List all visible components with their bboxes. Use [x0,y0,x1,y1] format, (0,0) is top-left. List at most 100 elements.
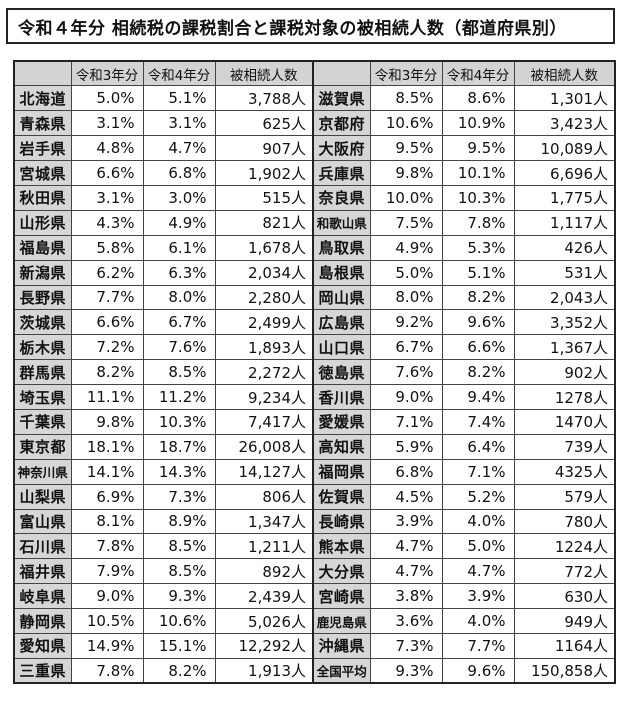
decedent-count-cell: 426人 [513,234,616,261]
prefecture-cell: 愛媛県 [312,408,371,435]
table-row: 茨城県 6.6% 6.7% 2,499人 広島県 9.2% 9.6% 3,352人 [13,309,616,336]
tax-rate-cell: 4.7% [441,558,515,585]
tax-rate-cell: 15.1% [142,632,216,659]
tax-rate-cell: 9.8% [70,408,144,435]
tax-rate-cell: 5.3% [441,234,515,261]
tax-rate-cell: 7.2% [70,334,144,361]
table-row: 三重県 7.8% 8.2% 1,913人 全国平均 9.3% 9.6% 150,858人 [13,657,616,684]
prefecture-cell: 熊本県 [312,533,371,560]
decedent-count-cell: 4325人 [513,458,616,485]
tax-rate-cell: 9.6% [441,309,515,336]
tax-rate-cell: 8.5% [142,558,216,585]
prefecture-cell: 千葉県 [13,408,72,435]
tax-rate-cell: 9.0% [369,384,443,410]
prefecture-cell: 東京都 [13,433,72,460]
tax-rate-cell: 11.1% [70,384,144,410]
prefecture-cell: 新潟県 [13,259,72,286]
decedent-count-cell: 2,439人 [214,583,314,610]
header-cell: 被相続人数 [214,60,314,87]
table-row: 秋田県 3.1% 3.0% 515人 奈良県 10.0% 10.3% 1,775人 [13,184,616,211]
tax-rate-cell: 8.5% [369,85,443,112]
decedent-count-cell: 625人 [214,110,314,137]
tax-rate-cell: 8.6% [441,85,515,112]
prefecture-cell: 奈良県 [312,184,371,211]
decedent-count-cell: 739人 [513,433,616,460]
tax-rate-cell: 6.6% [441,334,515,361]
decedent-count-cell: 12,292人 [214,632,314,659]
decedent-count-cell: 6,696人 [513,160,616,186]
tax-rate-cell: 4.3% [70,209,144,236]
decedent-count-cell: 531人 [513,259,616,286]
prefecture-cell: 茨城県 [13,309,72,336]
prefecture-cell: 山梨県 [13,483,72,510]
tax-rate-cell: 4.8% [70,135,144,162]
tax-rate-cell: 7.8% [70,657,144,684]
tax-rate-cell: 9.5% [369,135,443,162]
decedent-count-cell: 1,775人 [513,184,616,211]
tax-rate-cell: 8.2% [441,284,515,311]
tax-rate-cell: 4.9% [369,234,443,261]
prefecture-cell: 宮崎県 [312,583,371,610]
tax-rate-cell: 6.6% [70,309,144,336]
decedent-count-cell: 26,008人 [214,433,314,460]
tax-rate-cell: 7.6% [142,334,216,361]
tax-rate-cell: 8.2% [441,359,515,386]
tax-rate-cell: 5.0% [70,85,144,112]
tax-rate-cell: 7.8% [70,533,144,560]
tax-rate-cell: 10.9% [441,110,515,137]
tax-rate-cell: 5.8% [70,234,144,261]
tax-rate-cell: 6.1% [142,234,216,261]
table-row: 宮城県 6.6% 6.8% 1,902人 兵庫県 9.8% 10.1% 6,696人 [13,160,616,186]
prefecture-cell: 岐阜県 [13,583,72,610]
prefecture-cell: 福井県 [13,558,72,585]
prefecture-cell: 大分県 [312,558,371,585]
tax-rate-cell: 4.9% [142,209,216,236]
tax-rate-cell: 8.5% [142,533,216,560]
tax-rate-cell: 4.5% [369,483,443,510]
prefecture-cell: 岩手県 [13,135,72,162]
table-row: 神奈川県 14.1% 14.3% 14,127人 福岡県 6.8% 7.1% 4325人 [13,458,616,485]
tax-rate-cell: 8.0% [369,284,443,311]
prefecture-cell: 山口県 [312,334,371,361]
prefecture-cell: 沖縄県 [312,632,371,659]
table-row: 愛知県 14.9% 15.1% 12,292人 沖縄県 7.3% 7.7% 1164人 [13,632,616,659]
prefecture-cell: 大阪府 [312,135,371,162]
prefecture-cell: 佐賀県 [312,483,371,510]
table-row: 長野県 7.7% 8.0% 2,280人 岡山県 8.0% 8.2% 2,043人 [13,284,616,311]
table-row: 富山県 8.1% 8.9% 1,347人 長崎県 3.9% 4.0% 780人 [13,508,616,535]
tax-rate-cell: 4.0% [441,508,515,535]
tax-rate-cell: 9.4% [441,384,515,410]
tax-rate-cell: 10.0% [369,184,443,211]
tax-rate-cell: 6.3% [142,259,216,286]
tax-rate-cell: 6.4% [441,433,515,460]
tax-rate-cell: 7.7% [70,284,144,311]
prefecture-cell: 山形県 [13,209,72,236]
prefecture-cell: 鹿児島県 [312,608,371,634]
decedent-count-cell: 806人 [214,483,314,510]
decedent-count-cell: 1278人 [513,384,616,410]
decedent-count-cell: 902人 [513,359,616,386]
tax-rate-cell: 5.0% [369,259,443,286]
tax-rate-cell: 5.1% [441,259,515,286]
prefecture-cell: 長野県 [13,284,72,311]
decedent-count-cell: 5,026人 [214,608,314,634]
tax-rate-cell: 9.6% [441,657,515,684]
decedent-count-cell: 1,347人 [214,508,314,535]
prefecture-cell: 香川県 [312,384,371,410]
table-row: 山梨県 6.9% 7.3% 806人 佐賀県 4.5% 5.2% 579人 [13,483,616,510]
tax-rate-cell: 7.8% [441,209,515,236]
tax-rate-cell: 8.0% [142,284,216,311]
decedent-count-cell: 2,034人 [214,259,314,286]
prefecture-cell: 和歌山県 [312,209,371,236]
tax-rate-cell: 8.5% [142,359,216,386]
tax-rate-cell: 7.3% [369,632,443,659]
prefecture-cell: 栃木県 [13,334,72,361]
table-row: 福井県 7.9% 8.5% 892人 大分県 4.7% 4.7% 772人 [13,558,616,585]
prefecture-cell: 富山県 [13,508,72,535]
prefecture-cell: 滋賀県 [312,85,371,112]
prefecture-cell: 愛知県 [13,632,72,659]
decedent-count-cell: 1,678人 [214,234,314,261]
tax-rate-cell: 11.2% [142,384,216,410]
decedent-count-cell: 1,913人 [214,657,314,684]
decedent-count-cell: 579人 [513,483,616,510]
